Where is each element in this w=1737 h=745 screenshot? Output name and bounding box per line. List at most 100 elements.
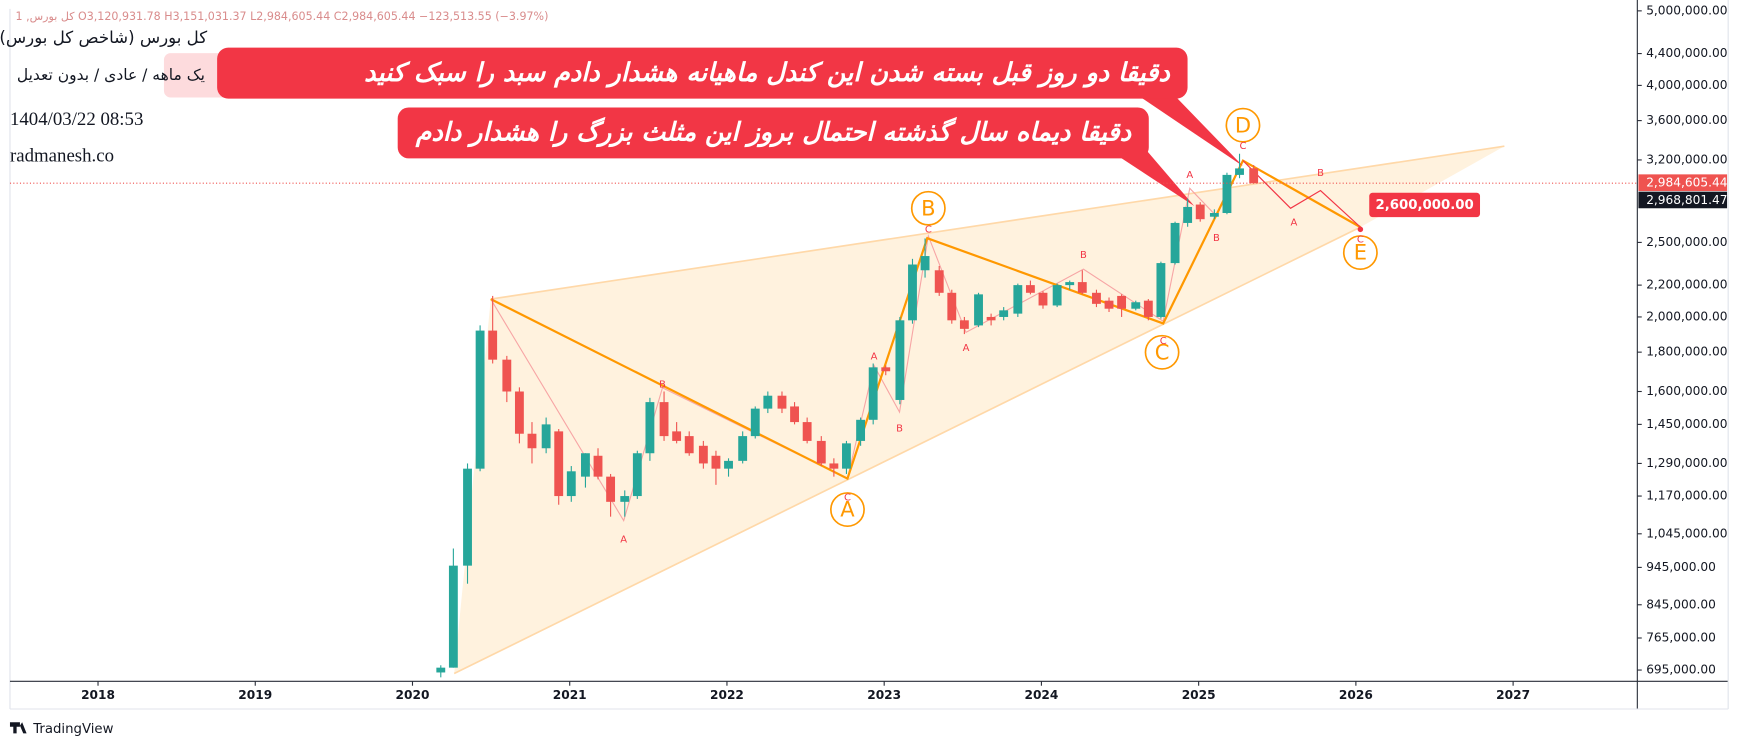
candle-body bbox=[659, 402, 669, 437]
subtitle: یک ماهه / عادی / بدون تعدیل bbox=[16, 66, 205, 85]
minor-wave-label: B bbox=[1213, 233, 1220, 244]
candle-body bbox=[856, 419, 866, 441]
candle-body bbox=[974, 294, 983, 326]
y-tick-label: 1,045,000.00 bbox=[1646, 526, 1727, 540]
candle-body bbox=[868, 367, 878, 420]
y-tick-label: 1,170,000.00 bbox=[1646, 489, 1727, 503]
price-tag: 2,984,605.44 bbox=[1646, 176, 1728, 190]
minor-wave-label: A bbox=[871, 352, 878, 363]
tv-logo bbox=[9, 722, 27, 734]
wave-label: D bbox=[1235, 112, 1251, 137]
candle-body bbox=[541, 424, 551, 449]
candle-body bbox=[881, 367, 891, 372]
minor-wave-label: C bbox=[925, 224, 932, 235]
candle-body bbox=[1249, 168, 1259, 184]
candle-body bbox=[777, 395, 787, 409]
candle-body bbox=[934, 270, 944, 293]
candle-body bbox=[842, 443, 851, 469]
x-tick-label: 2021 bbox=[553, 688, 587, 702]
y-tick-label: 2,000,000.00 bbox=[1646, 309, 1727, 323]
candle-body bbox=[1156, 263, 1166, 317]
candle-body bbox=[581, 453, 590, 477]
callout-pointer bbox=[1113, 144, 1195, 207]
candle-body bbox=[620, 496, 630, 502]
wave-circle bbox=[910, 190, 946, 226]
minor-wave-label: B bbox=[1080, 250, 1087, 261]
candle-body bbox=[436, 667, 446, 673]
candle-body bbox=[502, 359, 512, 392]
x-tick-label: 2026 bbox=[1339, 688, 1373, 702]
x-tick-label: 2023 bbox=[867, 688, 901, 702]
triangle-upper bbox=[490, 145, 1505, 300]
wave-circle bbox=[1342, 235, 1378, 271]
candle-body bbox=[1038, 292, 1048, 306]
price-tag-bg bbox=[1638, 174, 1728, 191]
timestamp: 1404/03/22 08:53 bbox=[9, 108, 144, 130]
target-point bbox=[1357, 226, 1364, 233]
minor-wave-label: B bbox=[896, 424, 903, 435]
wave-circle bbox=[1225, 107, 1261, 143]
candle-body bbox=[448, 565, 458, 668]
candle-body bbox=[1025, 285, 1035, 293]
y-tick-label: 3,200,000.00 bbox=[1646, 152, 1727, 166]
callout-pointer bbox=[1141, 97, 1243, 167]
y-tick-label: 1,600,000.00 bbox=[1646, 384, 1727, 398]
candle-body bbox=[1065, 282, 1075, 286]
candle-body bbox=[738, 436, 748, 461]
candle-body bbox=[959, 320, 969, 329]
candle-body bbox=[802, 422, 812, 441]
x-tick-label: 2019 bbox=[238, 688, 272, 702]
candle-body bbox=[463, 468, 472, 566]
candle-body bbox=[566, 471, 576, 497]
candle-body bbox=[750, 408, 760, 437]
candle-body bbox=[999, 310, 1009, 317]
candle-body bbox=[606, 476, 616, 502]
candle-body bbox=[908, 264, 917, 321]
target-box bbox=[1369, 192, 1481, 218]
triangle-fill bbox=[454, 146, 1505, 674]
projection-path bbox=[1242, 160, 1361, 228]
y-tick-label: 4,000,000.00 bbox=[1646, 78, 1727, 92]
candle-body bbox=[672, 431, 682, 441]
y-tick-label: 5,000,000.00 bbox=[1646, 3, 1727, 17]
wave-label: E bbox=[1354, 240, 1367, 265]
candle-body bbox=[1143, 300, 1153, 317]
wave-label: C bbox=[1155, 339, 1170, 364]
major-wave-path bbox=[490, 159, 1361, 481]
wave-label: A bbox=[840, 497, 855, 522]
candle-body bbox=[711, 455, 721, 469]
minor-wave-label: A bbox=[1186, 170, 1193, 181]
candle-body bbox=[1195, 204, 1205, 220]
candle-body bbox=[816, 440, 826, 464]
callout: دقیقا دو روز قبل بسته شدن این کندل ماهیا… bbox=[217, 47, 1188, 99]
candle-body bbox=[947, 292, 957, 321]
y-tick-label: 945,000.00 bbox=[1646, 560, 1716, 574]
minor-wave-label: C bbox=[844, 492, 851, 503]
candle-body bbox=[790, 406, 799, 423]
candle-body bbox=[475, 330, 485, 469]
candle-body bbox=[986, 316, 996, 321]
y-tick-label: 4,400,000.00 bbox=[1646, 46, 1727, 60]
candle-body bbox=[632, 453, 642, 497]
candle-body bbox=[488, 330, 498, 360]
wave-label: B bbox=[921, 195, 935, 220]
triangle-lower bbox=[453, 226, 1361, 675]
candle-body bbox=[1077, 282, 1087, 293]
candle-body bbox=[1131, 302, 1141, 309]
candle-body bbox=[1183, 206, 1193, 223]
candle-body bbox=[527, 433, 537, 449]
candle-body bbox=[1013, 285, 1023, 314]
y-tick-label: 695,000.00 bbox=[1646, 663, 1716, 677]
x-tick-label: 2025 bbox=[1182, 688, 1216, 702]
x-tick-label: 2027 bbox=[1496, 688, 1530, 702]
x-tick-label: 2020 bbox=[396, 688, 430, 702]
minor-wave-label: A bbox=[620, 534, 627, 545]
candle-body bbox=[645, 402, 655, 454]
x-tick-label: 2018 bbox=[81, 688, 115, 702]
candle-body bbox=[1235, 168, 1244, 175]
wave-circle bbox=[1144, 334, 1180, 370]
branding: TradingView bbox=[32, 722, 113, 737]
candle-body bbox=[724, 460, 733, 469]
